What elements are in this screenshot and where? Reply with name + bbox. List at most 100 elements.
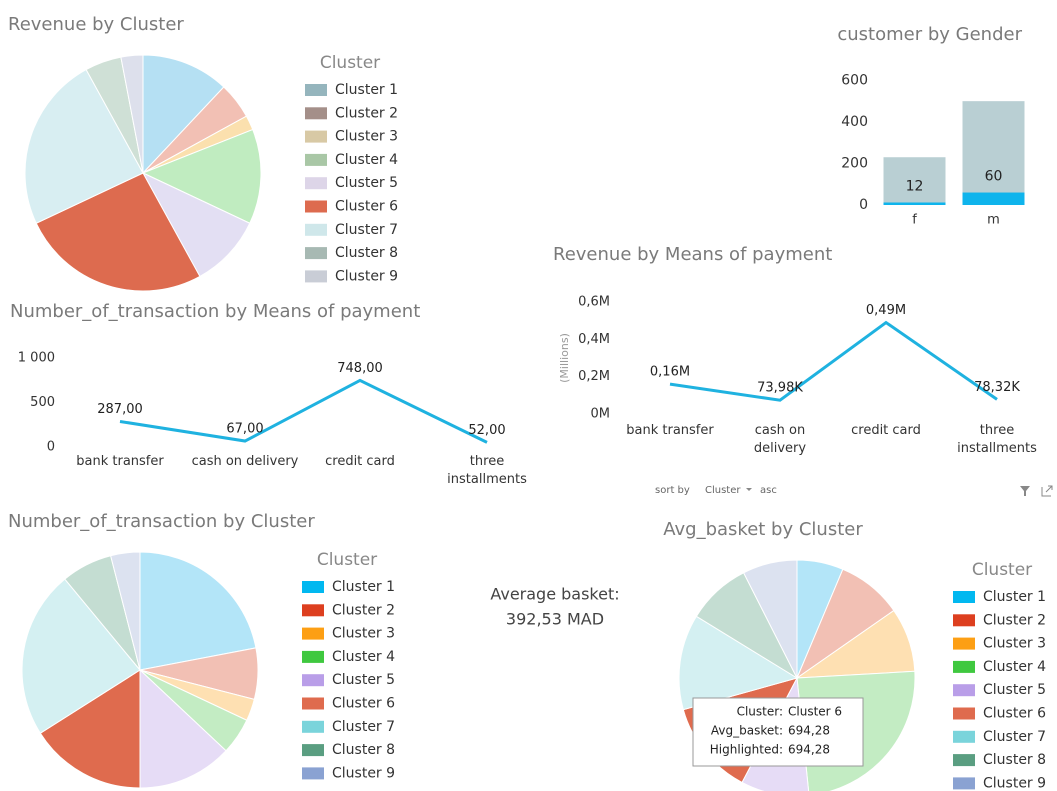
filter-icon[interactable]	[1020, 486, 1030, 496]
x-tick-label: m	[987, 213, 1000, 228]
legend-swatch	[302, 627, 324, 640]
pie-slice	[139, 551, 257, 671]
legend-label: Cluster 4	[983, 659, 1046, 675]
legend-label: Cluster 2	[983, 612, 1046, 628]
legend-label: Cluster 7	[335, 222, 398, 238]
legend-swatch	[302, 650, 324, 663]
legend-title: Cluster	[972, 560, 1032, 580]
legend-swatch	[953, 707, 975, 720]
legend-swatch	[305, 84, 327, 96]
pie-slice	[742, 559, 798, 679]
legend-swatch	[953, 777, 975, 790]
data-label: 67,00	[226, 422, 263, 437]
legend-swatch	[302, 674, 324, 687]
legend-label: Cluster 6	[983, 706, 1046, 722]
legend-swatch	[305, 153, 327, 166]
y-tick-label: 0,2M	[578, 369, 610, 384]
legend-label: Cluster 1	[332, 579, 395, 595]
tooltip-value: 694,28	[788, 743, 830, 757]
y-tick-label: 200	[841, 155, 868, 171]
card-value: 392,53 MAD	[506, 610, 604, 629]
legend-label: Cluster 9	[983, 775, 1046, 791]
legend-swatch	[305, 130, 327, 143]
data-label: 748,00	[337, 361, 383, 376]
chart-title: Number_of_transaction by Cluster	[8, 511, 315, 532]
y-tick-label: 400	[841, 114, 868, 130]
legend-label: Cluster 6	[332, 696, 395, 712]
legend-label: Cluster 2	[332, 602, 395, 618]
sort-order[interactable]: asc	[760, 485, 777, 496]
pie-slice	[139, 668, 227, 789]
pie-slice	[678, 615, 799, 711]
data-label: 60	[985, 169, 1003, 185]
bar	[962, 192, 1025, 205]
legend-swatch	[953, 591, 975, 603]
legend-swatch	[953, 684, 975, 697]
y-tick-label: 1 000	[18, 351, 55, 366]
legend-label: Cluster 6	[335, 199, 398, 215]
legend-label: Cluster 1	[983, 589, 1046, 605]
legend-label: Cluster 3	[335, 129, 398, 145]
legend-label: Cluster 2	[335, 105, 398, 121]
legend-swatch	[953, 660, 975, 673]
legend-swatch	[302, 767, 324, 780]
x-tick-label: credit card	[851, 423, 921, 438]
sort-field[interactable]: Cluster	[705, 485, 741, 496]
y-axis-label: (Millions)	[558, 333, 571, 383]
chart-title: customer by Gender	[837, 24, 1022, 45]
legend-label: Cluster 7	[332, 719, 395, 735]
legend-swatch	[953, 730, 975, 743]
legend-label: Cluster 8	[983, 752, 1046, 768]
legend-swatch	[305, 200, 327, 213]
tooltip-value: Cluster 6	[788, 705, 842, 719]
line	[669, 320, 998, 402]
legend-swatch	[305, 177, 327, 190]
pie-slice	[120, 54, 144, 174]
legend-label: Cluster 8	[332, 742, 395, 758]
legend-swatch	[302, 604, 324, 617]
data-label: 12	[906, 179, 924, 195]
legend-label: Cluster 5	[983, 682, 1046, 698]
x-tick-label: f	[912, 213, 917, 228]
legend-title: Cluster	[317, 550, 377, 570]
line	[119, 378, 488, 444]
legend-swatch	[302, 720, 324, 733]
x-tick-label: credit card	[325, 454, 395, 469]
expand-icon[interactable]	[1041, 485, 1053, 497]
legend-label: Cluster 5	[332, 672, 395, 688]
sort-label: sort by	[655, 485, 690, 496]
bar	[962, 101, 1025, 205]
legend-label: Cluster 8	[335, 245, 398, 261]
y-tick-label: 500	[30, 395, 55, 410]
legend-label: Cluster 7	[983, 729, 1046, 745]
sort-arrow	[746, 488, 752, 491]
legend-label: Cluster 5	[335, 175, 398, 191]
legend-swatch	[953, 614, 975, 627]
legend-swatch	[302, 697, 324, 710]
legend-swatch	[953, 754, 975, 767]
data-label: 73,98K	[757, 381, 803, 396]
legend-label: Cluster 3	[983, 636, 1046, 652]
pie-slice	[21, 578, 141, 734]
tooltip-box	[692, 697, 864, 767]
data-label: 78,32K	[974, 380, 1020, 395]
legend-swatch	[305, 107, 327, 120]
x-tick-label: cash on delivery	[753, 423, 807, 456]
pie-slice	[141, 128, 262, 224]
legend-label: Cluster 4	[335, 152, 398, 168]
chart-title: Number_of_transaction by Means of paymen…	[10, 301, 420, 322]
x-tick-label: bank transfer	[626, 423, 714, 438]
data-label: 0,49M	[866, 303, 906, 318]
legend-label: Cluster 1	[335, 82, 398, 98]
pie-slice	[110, 551, 141, 671]
card-label: Average basket:	[490, 585, 619, 604]
pie-slice	[24, 68, 144, 224]
pie-slice	[141, 171, 251, 278]
legend-swatch	[305, 223, 327, 236]
x-tick-label: three installments	[957, 423, 1037, 456]
x-tick-label: cash on delivery	[191, 454, 299, 469]
x-tick-label: three installments	[447, 454, 527, 487]
pie-slice	[39, 669, 141, 789]
